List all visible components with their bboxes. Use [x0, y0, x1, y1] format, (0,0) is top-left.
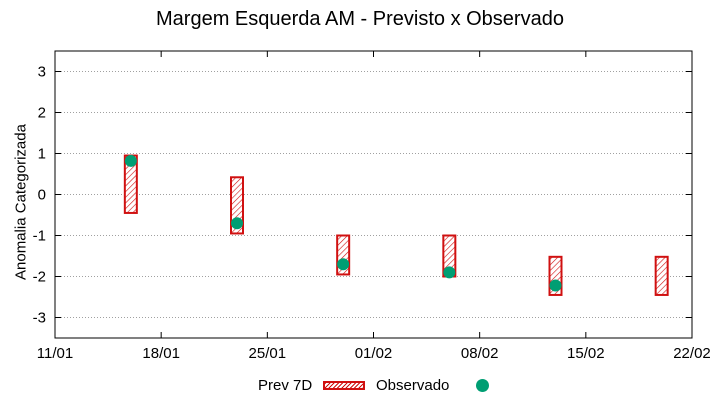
- forecast-range-bar: [654, 255, 669, 296]
- y-tick-label: -1: [33, 228, 46, 245]
- legend-swatch-prev: [323, 381, 365, 390]
- x-tick-label: 22/02: [673, 345, 711, 362]
- plot-frame: [54, 50, 693, 339]
- x-tick-label: 18/01: [142, 345, 180, 362]
- legend: Prev 7D Observado: [0, 377, 720, 397]
- y-tick-label: 1: [38, 146, 46, 163]
- observed-point: [337, 258, 350, 271]
- y-tick-label: -3: [33, 310, 46, 327]
- y-tick-label: -2: [33, 269, 46, 286]
- observed-point: [124, 154, 137, 167]
- observed-point: [231, 217, 243, 230]
- x-tick-label: 25/01: [249, 345, 287, 362]
- observed-point: [549, 279, 562, 292]
- legend-swatch-observado: [476, 379, 489, 392]
- observed-point: [443, 266, 456, 279]
- x-tick-label: 11/01: [37, 345, 73, 362]
- chart-title: Margem Esquerda AM - Previsto x Observad…: [156, 8, 564, 30]
- x-tick-label: 15/02: [567, 345, 605, 362]
- legend-label-prev: Prev 7D: [258, 377, 313, 394]
- y-tick-label: 0: [38, 187, 46, 204]
- x-tick-label: 01/02: [355, 345, 393, 362]
- y-tick-label: 3: [38, 64, 46, 81]
- legend-label-observado: Observado: [376, 377, 450, 394]
- x-tick-label: 08/02: [461, 345, 499, 362]
- y-tick-label: 2: [38, 105, 46, 122]
